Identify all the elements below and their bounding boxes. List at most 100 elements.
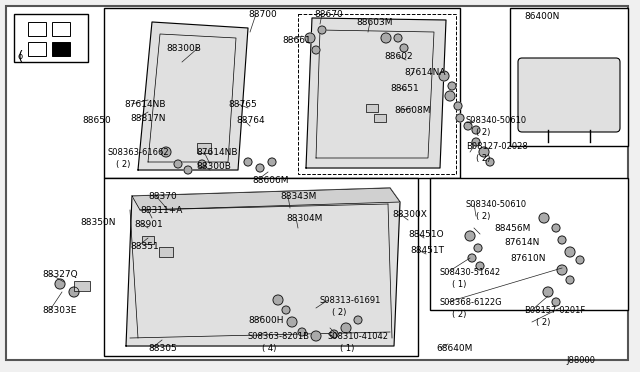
Text: 88661: 88661: [282, 36, 311, 45]
Bar: [14, 14, 88, 62]
Text: 88602: 88602: [384, 52, 413, 61]
Bar: [104, 178, 418, 356]
Circle shape: [448, 82, 456, 90]
Text: 88651: 88651: [390, 84, 419, 93]
Circle shape: [456, 114, 464, 122]
Text: ( 2): ( 2): [332, 308, 346, 317]
Text: S08430-51642: S08430-51642: [440, 268, 501, 277]
Text: S08363-61662: S08363-61662: [108, 148, 170, 157]
Circle shape: [552, 298, 560, 306]
Text: S08363-8201B: S08363-8201B: [248, 332, 310, 341]
Text: 88370: 88370: [148, 192, 177, 201]
Text: ( 2): ( 2): [452, 310, 467, 319]
Circle shape: [161, 147, 171, 157]
Text: 88351: 88351: [130, 242, 159, 251]
Text: ( 2): ( 2): [116, 160, 131, 169]
Text: 88606M: 88606M: [252, 176, 289, 185]
Text: S08340-50610: S08340-50610: [466, 116, 527, 125]
Text: 88311+A: 88311+A: [140, 206, 182, 215]
Bar: [159, 247, 173, 257]
Text: 86608M: 86608M: [394, 106, 431, 115]
Circle shape: [287, 317, 297, 327]
Circle shape: [576, 256, 584, 264]
Bar: [298, 14, 456, 174]
Bar: [374, 114, 386, 122]
Circle shape: [312, 46, 320, 54]
Bar: [104, 8, 460, 178]
Text: 88327Q: 88327Q: [42, 270, 77, 279]
Bar: [74, 281, 90, 291]
Text: 88451O: 88451O: [408, 230, 444, 239]
Circle shape: [468, 254, 476, 262]
Bar: [430, 178, 628, 310]
Text: 88300B: 88300B: [166, 44, 201, 53]
Circle shape: [474, 244, 482, 252]
Circle shape: [472, 126, 480, 134]
Circle shape: [318, 26, 326, 34]
Text: 88300X: 88300X: [392, 210, 427, 219]
Circle shape: [298, 328, 306, 336]
Circle shape: [282, 306, 290, 314]
Text: J88000: J88000: [566, 356, 595, 365]
Circle shape: [394, 34, 402, 42]
Bar: [197, 143, 211, 153]
Circle shape: [558, 236, 566, 244]
Text: S08313-61691: S08313-61691: [320, 296, 381, 305]
Circle shape: [268, 158, 276, 166]
Text: S08368-6122G: S08368-6122G: [440, 298, 502, 307]
Circle shape: [476, 262, 484, 270]
Text: 88456M: 88456M: [494, 224, 531, 233]
Text: 88300B: 88300B: [196, 162, 231, 171]
Text: B08127-02028: B08127-02028: [466, 142, 528, 151]
Bar: [28, 22, 46, 36]
Bar: [52, 42, 70, 56]
Circle shape: [464, 122, 472, 130]
Text: 88305: 88305: [148, 344, 177, 353]
Text: ( 2): ( 2): [476, 212, 490, 221]
Circle shape: [439, 71, 449, 81]
Text: 88343M: 88343M: [280, 192, 316, 201]
Circle shape: [184, 166, 192, 174]
Circle shape: [566, 276, 574, 284]
Circle shape: [256, 164, 264, 172]
Circle shape: [454, 102, 462, 110]
Text: 88451T: 88451T: [410, 246, 444, 255]
Text: 87614NB: 87614NB: [196, 148, 237, 157]
Circle shape: [174, 160, 182, 168]
Circle shape: [341, 323, 351, 333]
Text: ( 2): ( 2): [476, 128, 490, 137]
Text: 87614N: 87614N: [504, 238, 540, 247]
Text: 88304M: 88304M: [286, 214, 323, 223]
Circle shape: [69, 287, 79, 297]
Circle shape: [552, 224, 560, 232]
Text: ( 4): ( 4): [262, 344, 276, 353]
Bar: [28, 42, 46, 56]
Circle shape: [557, 265, 567, 275]
Circle shape: [354, 316, 362, 324]
Text: 86400N: 86400N: [524, 12, 559, 21]
Text: 88350N: 88350N: [80, 218, 115, 227]
Text: S08310-41042: S08310-41042: [328, 332, 389, 341]
Text: ( 1): ( 1): [452, 280, 467, 289]
Circle shape: [273, 295, 283, 305]
Text: ( 2): ( 2): [536, 318, 550, 327]
Text: 88817N: 88817N: [130, 114, 166, 123]
Circle shape: [543, 287, 553, 297]
Circle shape: [244, 158, 252, 166]
Circle shape: [539, 213, 549, 223]
Circle shape: [479, 147, 489, 157]
Text: ( 1): ( 1): [340, 344, 355, 353]
Bar: [52, 22, 70, 36]
Text: 87610N: 87610N: [510, 254, 545, 263]
Circle shape: [400, 44, 408, 52]
Polygon shape: [138, 22, 248, 170]
Text: 87614NA: 87614NA: [404, 68, 445, 77]
Circle shape: [465, 231, 475, 241]
Circle shape: [486, 158, 494, 166]
Text: B08157-0201F: B08157-0201F: [524, 306, 585, 315]
Bar: [366, 104, 378, 112]
Circle shape: [472, 138, 480, 146]
Text: 88603M: 88603M: [356, 18, 392, 27]
Text: 68640M: 68640M: [436, 344, 472, 353]
Circle shape: [381, 33, 391, 43]
